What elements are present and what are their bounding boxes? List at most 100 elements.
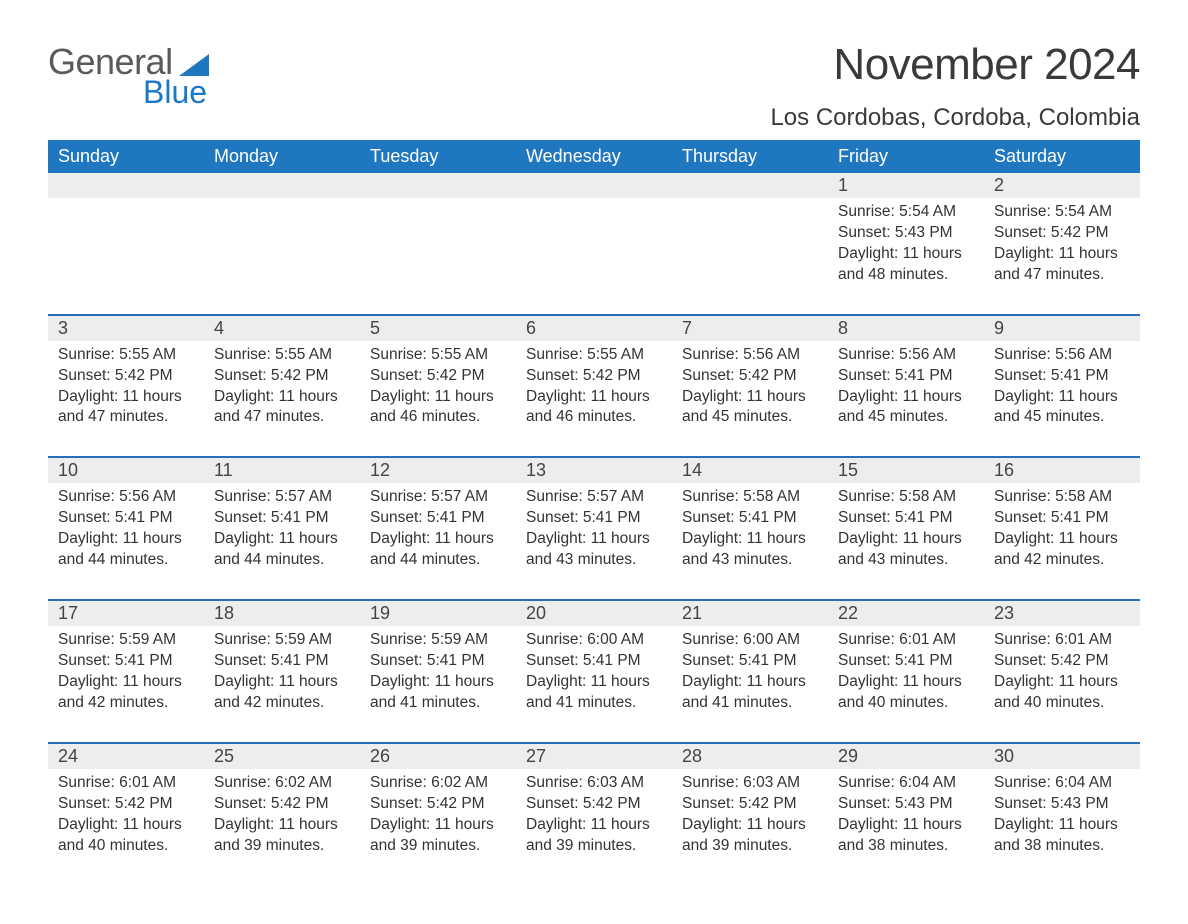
day-daylight2: and 46 minutes. [526,407,662,428]
day-number-row: 17181920212223 [48,599,1140,626]
day-daylight1: Daylight: 11 hours [526,815,662,836]
day-daylight1: Daylight: 11 hours [994,672,1130,693]
day-cell [204,198,360,314]
day-cell: Sunrise: 5:55 AMSunset: 5:42 PMDaylight:… [204,341,360,457]
day-number: 18 [204,601,360,626]
day-sunrise: Sunrise: 6:00 AM [526,630,662,651]
day-cell [48,198,204,314]
day-cell: Sunrise: 6:00 AMSunset: 5:41 PMDaylight:… [672,626,828,742]
day-daylight2: and 44 minutes. [370,550,506,571]
day-sunrise: Sunrise: 5:58 AM [838,487,974,508]
day-sunset: Sunset: 5:43 PM [994,794,1130,815]
day-cell: Sunrise: 5:56 AMSunset: 5:42 PMDaylight:… [672,341,828,457]
day-content-row: Sunrise: 5:56 AMSunset: 5:41 PMDaylight:… [48,483,1140,599]
day-sunrise: Sunrise: 5:55 AM [214,345,350,366]
day-daylight2: and 39 minutes. [214,836,350,857]
day-number: 12 [360,458,516,483]
day-cell [516,198,672,314]
day-daylight2: and 45 minutes. [682,407,818,428]
day-daylight2: and 41 minutes. [370,693,506,714]
day-daylight1: Daylight: 11 hours [370,529,506,550]
day-daylight1: Daylight: 11 hours [682,529,818,550]
day-sunrise: Sunrise: 5:59 AM [214,630,350,651]
day-daylight2: and 43 minutes. [526,550,662,571]
day-number: 13 [516,458,672,483]
day-sunrise: Sunrise: 5:56 AM [994,345,1130,366]
calendar: SundayMondayTuesdayWednesdayThursdayFrid… [48,140,1140,884]
day-daylight1: Daylight: 11 hours [58,672,194,693]
day-content-row: Sunrise: 5:54 AMSunset: 5:43 PMDaylight:… [48,198,1140,314]
day-sunset: Sunset: 5:41 PM [370,651,506,672]
day-cell: Sunrise: 5:57 AMSunset: 5:41 PMDaylight:… [360,483,516,599]
day-daylight1: Daylight: 11 hours [838,672,974,693]
day-number: 14 [672,458,828,483]
day-cell: Sunrise: 6:02 AMSunset: 5:42 PMDaylight:… [204,769,360,885]
day-sunrise: Sunrise: 6:03 AM [526,773,662,794]
day-daylight2: and 40 minutes. [58,836,194,857]
day-cell: Sunrise: 6:01 AMSunset: 5:42 PMDaylight:… [48,769,204,885]
day-cell: Sunrise: 5:54 AMSunset: 5:42 PMDaylight:… [984,198,1140,314]
day-number: 22 [828,601,984,626]
calendar-body: 12Sunrise: 5:54 AMSunset: 5:43 PMDayligh… [48,173,1140,884]
day-of-week-header: Tuesday [360,140,516,173]
day-cell: Sunrise: 5:54 AMSunset: 5:43 PMDaylight:… [828,198,984,314]
day-daylight2: and 38 minutes. [838,836,974,857]
day-sunset: Sunset: 5:41 PM [994,366,1130,387]
day-daylight2: and 42 minutes. [214,693,350,714]
day-cell: Sunrise: 5:59 AMSunset: 5:41 PMDaylight:… [360,626,516,742]
day-sunrise: Sunrise: 5:57 AM [526,487,662,508]
header: General Blue November 2024 Los Cordobas,… [48,40,1140,132]
day-cell: Sunrise: 6:03 AMSunset: 5:42 PMDaylight:… [516,769,672,885]
day-cell: Sunrise: 5:59 AMSunset: 5:41 PMDaylight:… [48,626,204,742]
day-cell [672,198,828,314]
day-daylight1: Daylight: 11 hours [214,815,350,836]
day-sunset: Sunset: 5:42 PM [994,651,1130,672]
day-sunrise: Sunrise: 6:01 AM [994,630,1130,651]
day-daylight2: and 42 minutes. [58,693,194,714]
day-cell: Sunrise: 5:56 AMSunset: 5:41 PMDaylight:… [984,341,1140,457]
day-daylight1: Daylight: 11 hours [214,387,350,408]
day-daylight1: Daylight: 11 hours [838,244,974,265]
day-sunset: Sunset: 5:43 PM [838,794,974,815]
day-number: 15 [828,458,984,483]
day-sunrise: Sunrise: 5:58 AM [994,487,1130,508]
title-block: November 2024 Los Cordobas, Cordoba, Col… [770,40,1140,132]
day-number [360,173,516,198]
day-of-week-header: Sunday [48,140,204,173]
day-daylight2: and 38 minutes. [994,836,1130,857]
day-of-week-header: Friday [828,140,984,173]
day-daylight1: Daylight: 11 hours [994,529,1130,550]
day-sunrise: Sunrise: 5:57 AM [370,487,506,508]
day-daylight1: Daylight: 11 hours [838,387,974,408]
day-sunset: Sunset: 5:41 PM [58,508,194,529]
day-number: 8 [828,316,984,341]
day-daylight1: Daylight: 11 hours [58,529,194,550]
day-of-week-header: Saturday [984,140,1140,173]
day-sunrise: Sunrise: 5:55 AM [370,345,506,366]
day-daylight1: Daylight: 11 hours [526,672,662,693]
day-number: 10 [48,458,204,483]
day-daylight2: and 43 minutes. [838,550,974,571]
day-daylight2: and 47 minutes. [994,265,1130,286]
day-sunset: Sunset: 5:42 PM [214,366,350,387]
day-daylight1: Daylight: 11 hours [682,672,818,693]
day-number: 3 [48,316,204,341]
day-content-row: Sunrise: 5:55 AMSunset: 5:42 PMDaylight:… [48,341,1140,457]
day-sunrise: Sunrise: 5:54 AM [994,202,1130,223]
day-cell: Sunrise: 5:57 AMSunset: 5:41 PMDaylight:… [204,483,360,599]
day-sunset: Sunset: 5:42 PM [370,366,506,387]
calendar-page: General Blue November 2024 Los Cordobas,… [0,0,1188,924]
day-number: 16 [984,458,1140,483]
day-sunset: Sunset: 5:41 PM [838,366,974,387]
day-number [516,173,672,198]
day-sunset: Sunset: 5:42 PM [682,794,818,815]
day-daylight2: and 44 minutes. [214,550,350,571]
day-cell [360,198,516,314]
day-cell: Sunrise: 6:01 AMSunset: 5:42 PMDaylight:… [984,626,1140,742]
day-number: 28 [672,744,828,769]
day-daylight2: and 40 minutes. [838,693,974,714]
day-sunrise: Sunrise: 6:02 AM [214,773,350,794]
calendar-header-row: SundayMondayTuesdayWednesdayThursdayFrid… [48,140,1140,173]
day-daylight1: Daylight: 11 hours [526,387,662,408]
day-daylight1: Daylight: 11 hours [214,672,350,693]
